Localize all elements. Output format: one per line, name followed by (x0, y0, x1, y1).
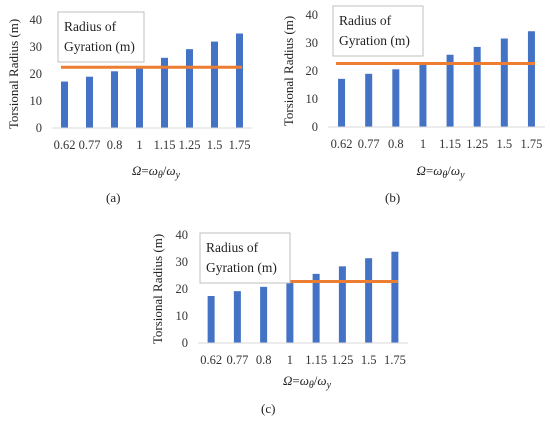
bar (392, 69, 400, 127)
x-tick-label: 0.62 (331, 137, 353, 151)
legend-box (199, 232, 291, 284)
legend-label: Gyration (m) (206, 260, 277, 275)
x-axis-title: Ω=ωθ/ωy (132, 163, 181, 181)
panel-caption-c: (c) (261, 401, 276, 416)
y-tick-label: 40 (30, 13, 43, 27)
x-tick-label: 1.75 (229, 138, 251, 152)
x-tick-label: 1 (287, 353, 293, 367)
bar (233, 291, 241, 343)
x-axis-title: Ω=ωθ/ωy (416, 163, 465, 181)
y-tick-label: 10 (176, 309, 189, 323)
y-tick-label: 20 (30, 67, 43, 81)
chart-panel-c: 0 10 20 30 40 Torsional Radius (m) 0.62 0.77 0.8… (150, 228, 408, 391)
x-tick-label: 1.75 (384, 353, 406, 367)
panel-caption-a: (a) (106, 190, 121, 205)
x-tick-label: 0.77 (358, 137, 380, 151)
x-tick-label: 1.5 (497, 137, 513, 151)
bar (136, 68, 143, 128)
x-tick-label: 1.15 (439, 137, 461, 151)
y-tick-label: 0 (182, 336, 188, 350)
legend-label: Gyration (m) (64, 39, 135, 54)
bar (365, 258, 373, 343)
bar (211, 41, 218, 128)
bar (338, 266, 346, 343)
x-tick-label: 1.25 (466, 137, 488, 151)
chart-panel-a: 0 10 20 30 40 Torsional Radius (m) 0.62 0.77 0.8… (6, 11, 252, 181)
x-tick-label: 1.25 (331, 353, 353, 367)
y-axis-title: Torsional Radius (m) (6, 19, 21, 129)
x-tick-label: 0.77 (79, 138, 101, 152)
x-tick-label: 1.25 (179, 138, 201, 152)
y-axis-title: Torsional Radius (m) (150, 234, 165, 344)
bar (161, 57, 168, 128)
bar (446, 54, 454, 128)
x-tick-label: 1 (420, 137, 426, 151)
y-tick-label: 0 (36, 121, 42, 135)
x-axis-title: Ω=ωθ/ωy (283, 373, 332, 391)
y-tick-label: 10 (30, 94, 43, 108)
bar (527, 31, 535, 128)
y-tick-label: 10 (306, 92, 319, 106)
legend-label: Radius of (206, 240, 259, 255)
bar (365, 73, 373, 127)
legend-label: Radius of (64, 19, 117, 34)
bar (207, 296, 215, 343)
y-tick-label: 0 (312, 120, 318, 134)
legend-label: Gyration (m) (339, 33, 410, 48)
bar (419, 64, 427, 127)
x-tick-label: 0.62 (54, 138, 76, 152)
y-tick-label: 40 (306, 8, 319, 22)
x-tick-label: 1 (136, 138, 142, 152)
bar (338, 78, 346, 127)
legend-label: Radius of (339, 13, 392, 28)
panel-caption-b: (b) (385, 190, 401, 205)
x-tick-label: 0.62 (200, 353, 222, 367)
y-tick-label: 30 (30, 40, 43, 54)
x-tick-label: 1.5 (207, 138, 223, 152)
bar (391, 251, 399, 343)
y-tick-label: 30 (176, 255, 189, 269)
x-tick-label: 0.8 (388, 137, 404, 151)
x-tick-label: 0.8 (107, 138, 123, 152)
bar (500, 38, 508, 127)
y-tick-label: 20 (176, 282, 189, 296)
y-tick-label: 30 (306, 36, 319, 50)
x-tick-label: 1.75 (521, 137, 543, 151)
legend-box (57, 11, 145, 63)
bar (111, 71, 118, 128)
bar (312, 273, 320, 343)
x-tick-label: 1.15 (154, 138, 176, 152)
bar (286, 282, 294, 343)
x-tick-label: 0.8 (256, 353, 272, 367)
bar (186, 49, 193, 128)
bar (61, 81, 68, 128)
x-tick-label: 1.15 (305, 353, 327, 367)
y-axis-title: Torsional Radius (m) (281, 16, 296, 126)
y-tick-label: 40 (176, 228, 189, 242)
bar (260, 286, 268, 343)
bar (86, 76, 93, 128)
bar (473, 46, 481, 127)
chart-panel-b: 0 10 20 30 40 Torsional Radius (m) 0.62 0.77 0.8… (281, 5, 545, 181)
legend-box (332, 5, 424, 57)
bar (236, 33, 243, 128)
x-tick-label: 0.77 (226, 353, 248, 367)
x-tick-label: 1.5 (361, 353, 377, 367)
y-tick-label: 20 (306, 64, 319, 78)
